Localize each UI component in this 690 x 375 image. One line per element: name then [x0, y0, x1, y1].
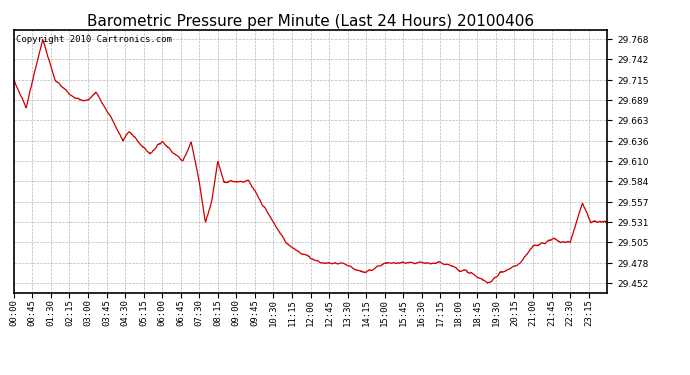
Title: Barometric Pressure per Minute (Last 24 Hours) 20100406: Barometric Pressure per Minute (Last 24 … — [87, 14, 534, 29]
Text: Copyright 2010 Cartronics.com: Copyright 2010 Cartronics.com — [16, 35, 171, 44]
